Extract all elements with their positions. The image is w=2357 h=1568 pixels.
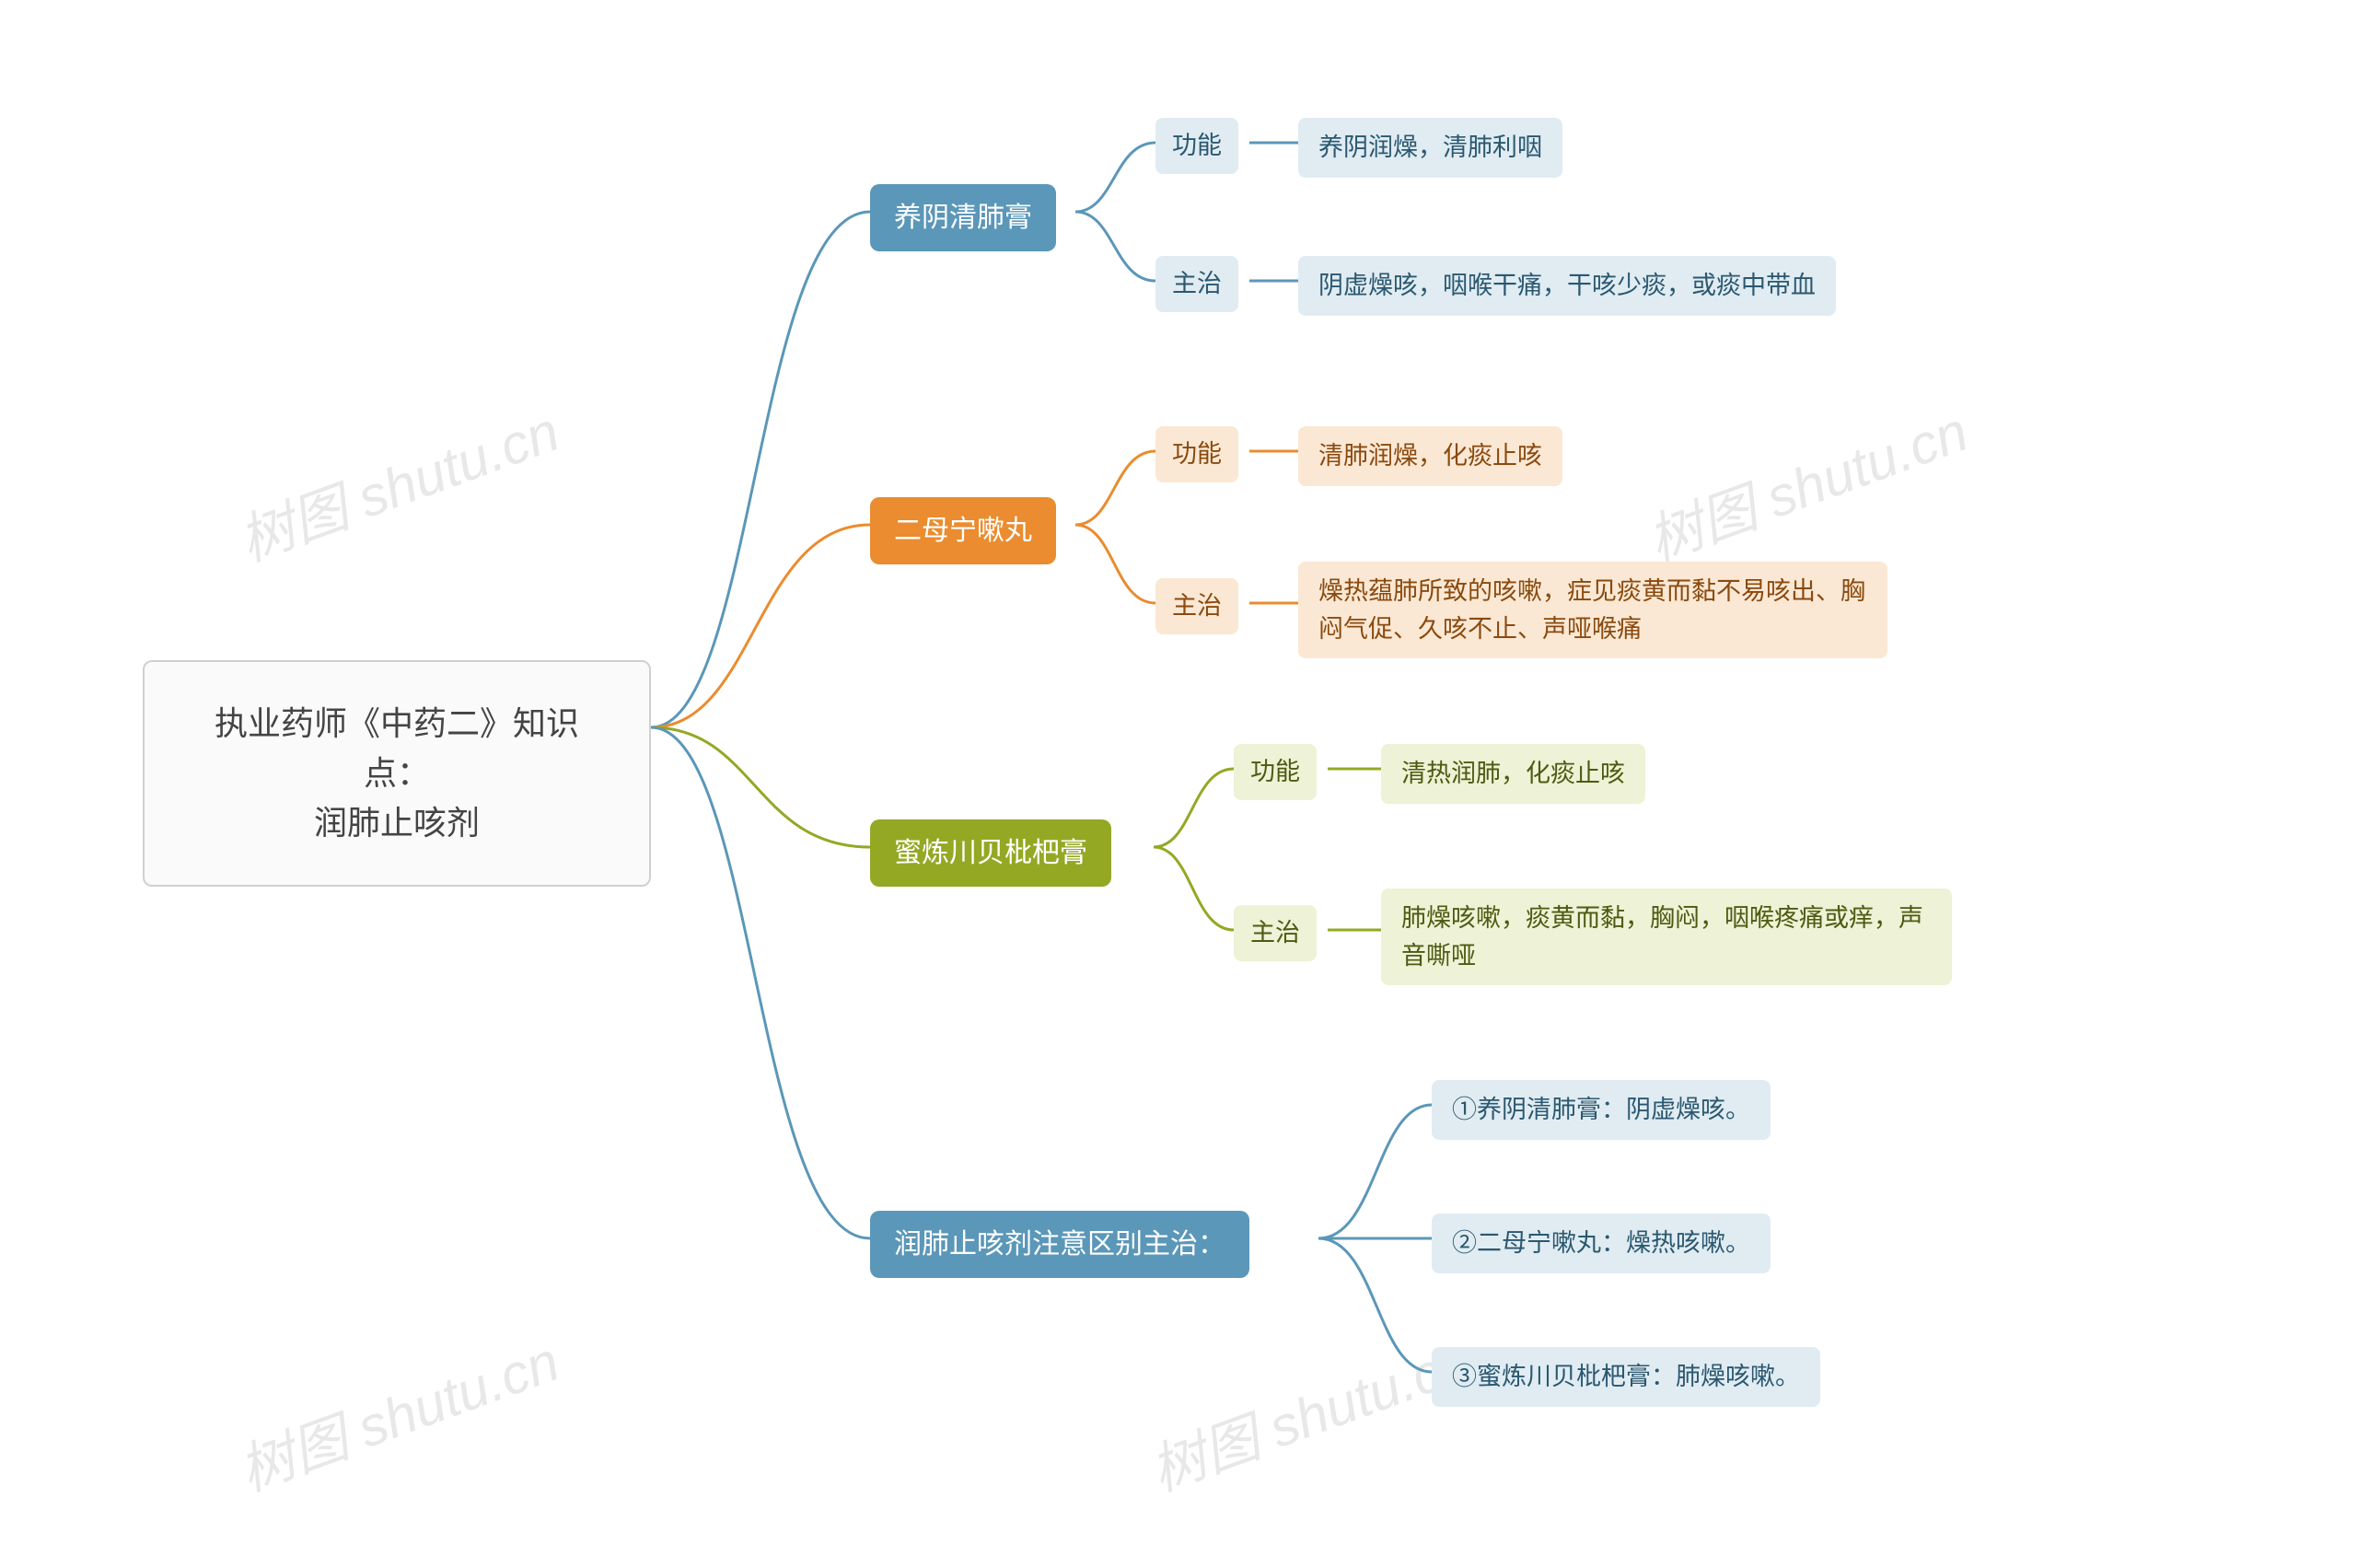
leaf-text[interactable]: ③蜜炼川贝枇杷膏：肺燥咳嗽。 [1432, 1347, 1820, 1407]
tag-indication[interactable]: 主治 [1155, 578, 1238, 634]
watermark: 树图 shutu.cn [226, 1317, 568, 1506]
tag-function[interactable]: 功能 [1155, 118, 1238, 174]
leaf-label: ③蜜炼川贝枇杷膏：肺燥咳嗽。 [1452, 1358, 1800, 1396]
root-label: 执业药师《中药二》知识点：润肺止咳剂 [189, 699, 605, 848]
tag-label: 功能 [1172, 127, 1222, 165]
leaf-label: 阴虚燥咳，咽喉干痛，干咳少痰，或痰中带血 [1318, 267, 1816, 305]
tag-indication[interactable]: 主治 [1234, 905, 1317, 961]
tag-label: 主治 [1250, 914, 1300, 952]
watermark: 树图 shutu.cn [1635, 387, 1977, 576]
mindmap-canvas: 树图 shutu.cn 树图 shutu.cn 树图 shutu.cn 树图 s… [0, 0, 2357, 1568]
branch-ermu[interactable]: 二母宁嗽丸 [870, 497, 1056, 564]
branch-notes[interactable]: 润肺止咳剂注意区别主治： [870, 1211, 1249, 1278]
leaf-text[interactable]: ②二母宁嗽丸：燥热咳嗽。 [1432, 1214, 1771, 1273]
tag-label: 主治 [1172, 265, 1222, 303]
leaf-text[interactable]: 清热润肺，化痰止咳 [1381, 744, 1645, 804]
leaf-text[interactable]: 燥热蕴肺所致的咳嗽，症见痰黄而黏不易咳出、胸闷气促、久咳不止、声哑喉痛 [1298, 562, 1887, 658]
tag-label: 功能 [1172, 436, 1222, 473]
leaf-label: ②二母宁嗽丸：燥热咳嗽。 [1452, 1225, 1750, 1262]
tag-label: 功能 [1250, 753, 1300, 791]
leaf-text[interactable]: ①养阴清肺膏：阴虚燥咳。 [1432, 1080, 1771, 1140]
leaf-text[interactable]: 清肺润燥，化痰止咳 [1298, 426, 1562, 486]
leaf-label: 养阴润燥，清肺利咽 [1318, 129, 1542, 167]
branch-label: 养阴清肺膏 [894, 197, 1032, 238]
tag-indication[interactable]: 主治 [1155, 256, 1238, 312]
tag-label: 主治 [1172, 587, 1222, 625]
leaf-label: 肺燥咳嗽，痰黄而黏，胸闷，咽喉疼痛或痒，声音嘶哑 [1401, 900, 1932, 974]
tag-function[interactable]: 功能 [1234, 744, 1317, 800]
leaf-text[interactable]: 养阴润燥，清肺利咽 [1298, 118, 1562, 178]
leaf-label: ①养阴清肺膏：阴虚燥咳。 [1452, 1091, 1750, 1129]
leaf-label: 清肺润燥，化痰止咳 [1318, 437, 1542, 475]
branch-label: 润肺止咳剂注意区别主治： [894, 1224, 1225, 1265]
leaf-label: 燥热蕴肺所致的咳嗽，症见痰黄而黏不易咳出、胸闷气促、久咳不止、声哑喉痛 [1318, 573, 1867, 647]
branch-label: 蜜炼川贝枇杷膏 [894, 832, 1087, 874]
branch-label: 二母宁嗽丸 [894, 510, 1032, 552]
leaf-text[interactable]: 阴虚燥咳，咽喉干痛，干咳少痰，或痰中带血 [1298, 256, 1836, 316]
watermark: 树图 shutu.cn [1138, 1317, 1480, 1506]
leaf-label: 清热润肺，化痰止咳 [1401, 755, 1625, 793]
root-node[interactable]: 执业药师《中药二》知识点：润肺止咳剂 [143, 660, 651, 887]
branch-milian[interactable]: 蜜炼川贝枇杷膏 [870, 819, 1111, 887]
tag-function[interactable]: 功能 [1155, 426, 1238, 482]
branch-yangyin[interactable]: 养阴清肺膏 [870, 184, 1056, 251]
watermark: 树图 shutu.cn [226, 387, 568, 576]
leaf-text[interactable]: 肺燥咳嗽，痰黄而黏，胸闷，咽喉疼痛或痒，声音嘶哑 [1381, 889, 1952, 985]
